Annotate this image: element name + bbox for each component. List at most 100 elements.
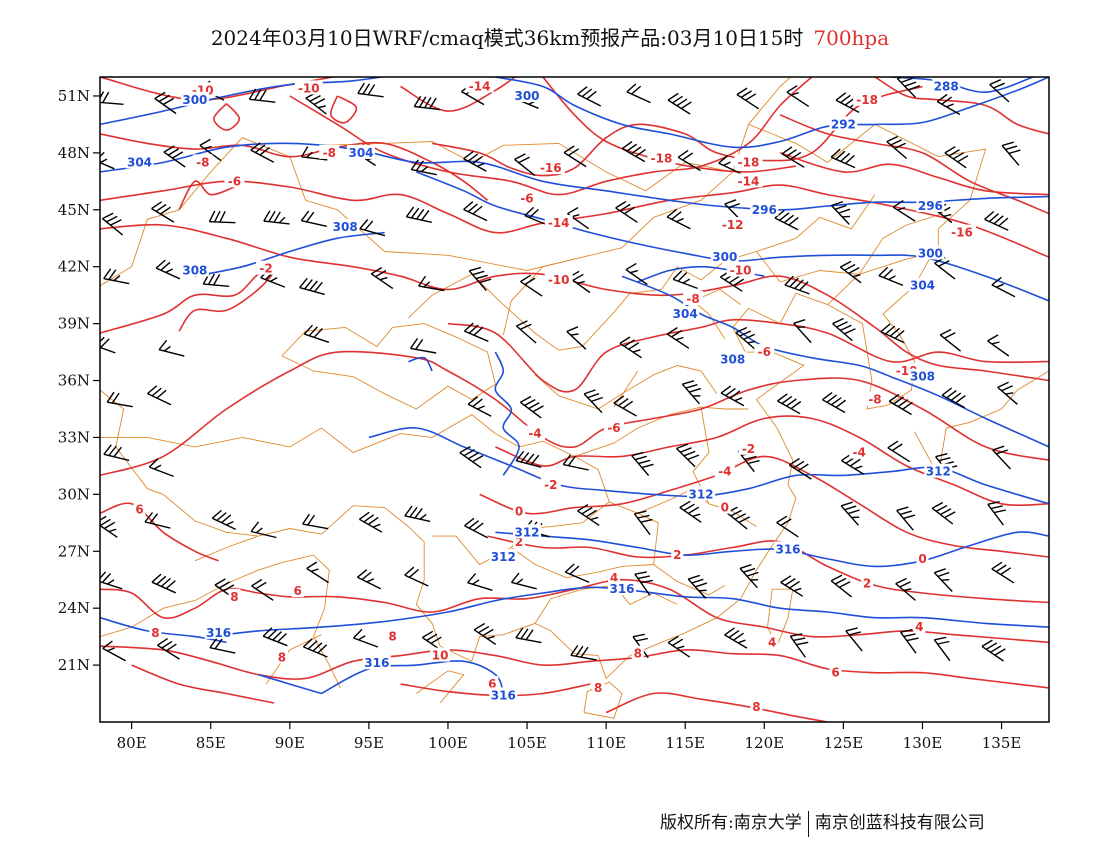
temperature-isotherm bbox=[605, 692, 828, 722]
map-title: 2024年03月10日WRF/cmaq模式36km预报产品:03月10日15时 7… bbox=[0, 22, 1100, 51]
temperature-label: 2 bbox=[515, 535, 523, 549]
wind-barb bbox=[832, 317, 856, 342]
wind-barb bbox=[821, 392, 847, 414]
wind-barb bbox=[987, 334, 1010, 357]
height-contours bbox=[100, 77, 1049, 695]
temperature-label: -6 bbox=[228, 174, 241, 188]
temperature-label: -16 bbox=[951, 226, 973, 240]
lat-tick-label: 42N bbox=[58, 258, 90, 276]
wind-barb bbox=[896, 506, 916, 531]
label-background bbox=[536, 160, 565, 175]
wind-barb bbox=[163, 145, 186, 168]
temperature-label: 8 bbox=[278, 651, 286, 665]
label-background bbox=[513, 503, 526, 518]
wind-barb bbox=[887, 440, 911, 463]
wind-barb bbox=[613, 395, 637, 417]
height-label: 308 bbox=[333, 220, 358, 234]
height-label: 296 bbox=[918, 199, 943, 213]
temperature-isotherm bbox=[100, 578, 1049, 644]
temperature-label: 4 bbox=[915, 620, 923, 634]
wind-barb bbox=[151, 573, 176, 594]
border-line bbox=[100, 77, 792, 287]
label-background bbox=[608, 581, 636, 596]
height-label: 316 bbox=[775, 542, 800, 556]
label-background bbox=[916, 245, 945, 260]
temperature-label: 4 bbox=[768, 635, 776, 649]
label-background bbox=[592, 679, 605, 694]
temperature-isotherm bbox=[479, 455, 1049, 558]
height-isoline bbox=[100, 77, 387, 126]
label-background bbox=[486, 676, 499, 691]
temperature-contours bbox=[100, 77, 1049, 722]
wind-barb bbox=[358, 511, 383, 533]
wind-barb bbox=[404, 566, 429, 587]
wind-barbs bbox=[100, 77, 1021, 662]
wind-barb bbox=[463, 201, 488, 222]
wind-barb bbox=[933, 568, 953, 592]
wind-barb bbox=[515, 627, 542, 644]
temperature-label: -6 bbox=[758, 345, 771, 359]
label-background bbox=[540, 476, 561, 491]
temperature-label: 6 bbox=[488, 677, 496, 691]
label-background bbox=[631, 645, 644, 660]
label-background bbox=[319, 144, 340, 159]
wind-barb bbox=[100, 151, 115, 170]
lon-tick-label: 115E bbox=[665, 734, 705, 752]
wind-barb bbox=[250, 521, 277, 539]
wind-barb bbox=[895, 577, 916, 601]
label-background bbox=[734, 173, 763, 188]
wind-barb bbox=[566, 326, 587, 350]
label-background bbox=[513, 524, 541, 539]
country-borders bbox=[100, 77, 1049, 719]
wind-barb bbox=[681, 380, 702, 405]
title-pressure-level: 700hpa bbox=[813, 26, 890, 50]
wind-barb bbox=[739, 564, 759, 589]
height-label: 316 bbox=[491, 688, 516, 702]
label-background bbox=[362, 655, 391, 670]
temperature-label: 10 bbox=[432, 649, 449, 663]
height-label: 300 bbox=[918, 246, 943, 260]
height-isoline bbox=[495, 77, 1049, 149]
height-label: 308 bbox=[910, 370, 935, 384]
height-label: 308 bbox=[182, 264, 207, 278]
temperature-isotherm bbox=[100, 502, 219, 562]
wind-barb bbox=[158, 339, 185, 357]
wind-barb bbox=[467, 573, 493, 591]
border-line bbox=[574, 292, 828, 680]
wind-barb bbox=[459, 445, 484, 469]
label-background bbox=[228, 588, 241, 603]
wind-barb bbox=[793, 319, 812, 344]
label-background bbox=[718, 499, 731, 514]
wind-barb bbox=[892, 200, 916, 222]
wind-barb bbox=[830, 574, 853, 598]
lon-tick-label: 130E bbox=[903, 734, 943, 752]
wind-barb bbox=[410, 338, 437, 354]
label-background bbox=[347, 144, 375, 159]
height-label: 316 bbox=[364, 656, 389, 670]
wind-barb bbox=[209, 637, 236, 654]
temperature-label: -10 bbox=[298, 81, 320, 95]
temperature-label: 6 bbox=[831, 666, 839, 680]
lat-tick-label: 39N bbox=[58, 315, 90, 333]
temperature-label: 2 bbox=[863, 577, 871, 591]
border-line bbox=[534, 364, 718, 410]
label-background bbox=[766, 634, 779, 649]
label-background bbox=[149, 624, 162, 639]
label-background bbox=[180, 91, 209, 106]
label-background bbox=[386, 628, 399, 643]
wind-barb bbox=[987, 501, 1007, 526]
height-label: 316 bbox=[609, 582, 634, 596]
temperature-isotherm bbox=[874, 77, 1049, 135]
wind-barb bbox=[577, 86, 602, 107]
wind-barb bbox=[306, 561, 329, 584]
temperature-label: -16 bbox=[540, 161, 562, 175]
wind-barb bbox=[845, 627, 863, 652]
wind-barb bbox=[404, 505, 431, 523]
wind-barb bbox=[301, 146, 328, 161]
longitude-axis: 80E 85E 90E 95E 100E 105E 110E 115E 120E 125E 130E… bbox=[117, 722, 1021, 752]
height-isoline bbox=[100, 616, 227, 644]
wind-barb bbox=[619, 336, 642, 359]
height-label: 304 bbox=[348, 146, 373, 160]
wind-barb bbox=[463, 150, 487, 172]
temperature-label: -4 bbox=[528, 427, 541, 441]
